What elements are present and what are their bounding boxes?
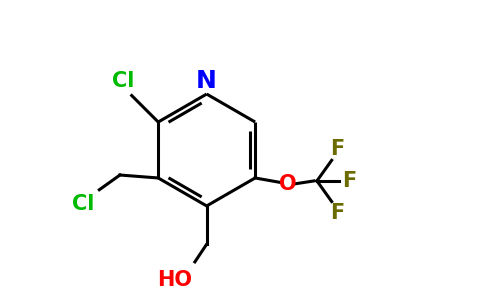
Text: F: F — [331, 139, 345, 158]
Text: F: F — [342, 171, 356, 191]
Text: Cl: Cl — [72, 194, 94, 214]
Text: HO: HO — [157, 270, 192, 290]
Text: F: F — [331, 203, 345, 223]
Text: N: N — [196, 69, 217, 93]
Text: O: O — [279, 174, 296, 194]
Text: Cl: Cl — [112, 71, 134, 91]
